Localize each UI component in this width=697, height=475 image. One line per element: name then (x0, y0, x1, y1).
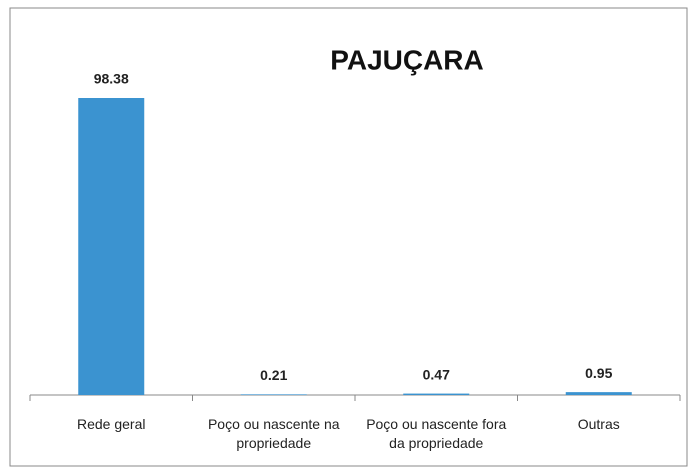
bar (78, 98, 145, 395)
x-tick-label: Outras (577, 416, 620, 432)
data-label: 0.21 (260, 367, 287, 383)
data-label: 0.47 (423, 366, 450, 382)
x-tick-label: Poço ou nascente fora da propriedade (366, 416, 507, 451)
bar (240, 394, 307, 395)
x-tick-label: Poço ou nascente na propriedade (207, 416, 340, 451)
bar (403, 393, 470, 395)
data-label: 0.95 (585, 365, 612, 381)
bar (565, 392, 632, 395)
x-tick-label: Rede geral (77, 416, 146, 432)
data-label: 98.38 (94, 71, 129, 87)
chart-title: PAJUÇARA (330, 44, 484, 75)
